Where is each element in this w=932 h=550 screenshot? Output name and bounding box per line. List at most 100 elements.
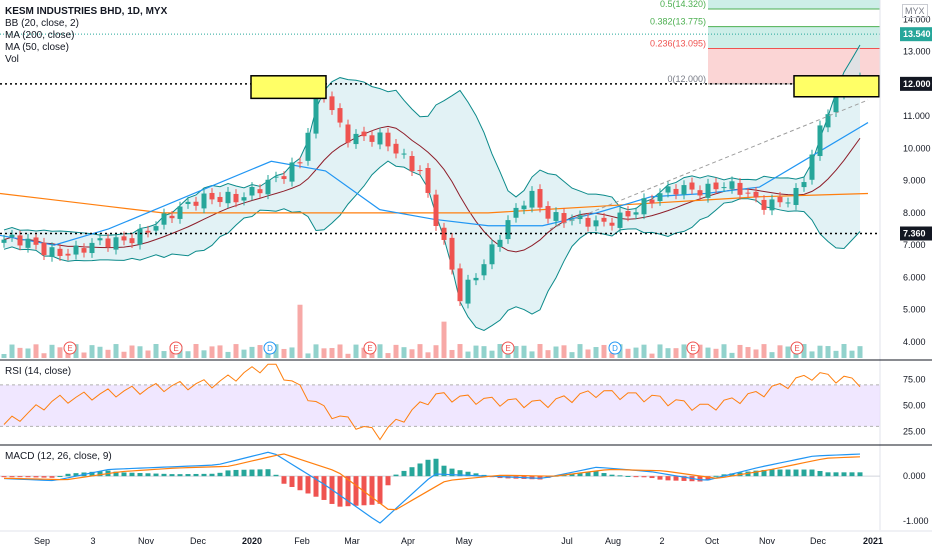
candle-body [577, 215, 583, 220]
candle-body [273, 176, 279, 178]
macd-histogram-bar [121, 472, 127, 477]
earnings-marker-label: E [794, 344, 799, 353]
candle-body [505, 220, 511, 240]
volume-bar [817, 345, 823, 358]
volume-bar [673, 348, 679, 358]
volume-bar [441, 321, 447, 358]
price-tick-label: 14.000 [903, 14, 931, 24]
macd-histogram-bar [281, 476, 287, 484]
price-tick-label: 11.000 [903, 111, 930, 121]
volume-bar [209, 346, 215, 358]
volume-bar [337, 344, 343, 358]
macd-histogram-bar [777, 469, 783, 477]
macd-histogram-bar [169, 474, 175, 477]
macd-histogram-bar [273, 474, 279, 477]
volume-bar [737, 344, 743, 358]
macd-histogram-bar [657, 476, 663, 480]
volume-bar [457, 344, 463, 358]
candle-body [265, 179, 271, 195]
earnings-marker-label: E [67, 344, 72, 353]
macd-histogram-bar [1, 476, 7, 478]
candle-body [641, 198, 647, 215]
candle-body [425, 167, 431, 193]
macd-histogram-bar [33, 476, 39, 478]
macd-histogram-bar [161, 473, 167, 477]
volume-bar [153, 344, 159, 358]
candle-body [113, 237, 119, 250]
macd-histogram-bar [593, 471, 599, 477]
macd-title[interactable]: MACD (12, 26, close, 9) [5, 451, 112, 462]
macd-histogram-bar [769, 469, 775, 477]
dividend-marker-label: D [267, 344, 273, 353]
rsi-title[interactable]: RSI (14, close) [5, 366, 72, 377]
macd-histogram-bar [457, 470, 463, 477]
macd-histogram-bar [633, 476, 639, 478]
candle-body [625, 211, 631, 217]
volume-bar [665, 348, 671, 358]
time-tick-label: Nov [759, 536, 776, 546]
currency-badge: MYX [902, 4, 928, 18]
macd-histogram-bar [97, 471, 103, 477]
indicator-ma50[interactable]: MA (50, close) [5, 42, 69, 53]
volume-bar [377, 344, 383, 358]
volume-bar [41, 353, 47, 358]
macd-histogram-bar [201, 473, 207, 477]
time-tick-label: Sep [34, 536, 50, 546]
indicator-vol[interactable]: Vol [5, 54, 19, 65]
rsi-tick-label: 50.00 [903, 401, 926, 411]
volume-bar [361, 347, 367, 358]
time-tick-label: Dec [810, 536, 827, 546]
indicator-bb[interactable]: BB (20, close, 2) [5, 18, 79, 29]
candle-body [585, 217, 591, 227]
candle-body [649, 199, 655, 204]
macd-histogram-bar [369, 476, 375, 505]
candle-body [73, 245, 79, 255]
volume-bar [321, 348, 327, 358]
volume-bar [729, 352, 735, 358]
volume-bar [777, 345, 783, 358]
macd-histogram-bar [9, 476, 15, 478]
candle-body [401, 153, 407, 155]
volume-bar [769, 352, 775, 358]
candle-body [233, 193, 239, 203]
volume-bar [33, 344, 39, 358]
candle-body [65, 253, 71, 256]
candle-body [209, 192, 215, 200]
volume-bar [449, 349, 455, 358]
volume-bar [833, 350, 839, 358]
macd-histogram-bar [409, 467, 415, 477]
macd-histogram-bar [625, 475, 631, 477]
volume-bar [145, 350, 151, 358]
volume-bar [433, 345, 439, 358]
macd-histogram-bar [249, 469, 255, 477]
macd-histogram-bar [89, 471, 95, 477]
candle-body [217, 196, 223, 203]
time-tick-label: Feb [294, 536, 310, 546]
candle-body [449, 237, 455, 270]
candle-body [1, 239, 7, 243]
volume-bar [249, 346, 255, 358]
macd-histogram-bar [849, 472, 855, 477]
candle-body [825, 114, 831, 128]
fib-label: 0.382(13.775) [650, 17, 706, 27]
macd-histogram-bar [49, 476, 55, 478]
time-tick-label: 3 [90, 536, 95, 546]
candle-body [9, 234, 15, 238]
macd-histogram-bar [425, 459, 431, 477]
macd-histogram-bar [649, 476, 655, 479]
volume-bar [705, 347, 711, 358]
macd-histogram-bar [785, 469, 791, 477]
macd-histogram-bar [857, 472, 863, 477]
volume-bar [257, 345, 263, 358]
volume-bar [481, 346, 487, 358]
dividend-marker-label: D [612, 344, 618, 353]
indicator-ma200[interactable]: MA (200, close) [5, 30, 75, 41]
volume-bar [97, 346, 103, 358]
macd-histogram-bar [681, 476, 687, 481]
candle-body [713, 182, 719, 190]
macd-histogram-bar [473, 473, 479, 477]
fib-label: 0.5(14.320) [660, 0, 706, 9]
candle-body [17, 235, 23, 246]
earnings-marker [169, 341, 183, 355]
